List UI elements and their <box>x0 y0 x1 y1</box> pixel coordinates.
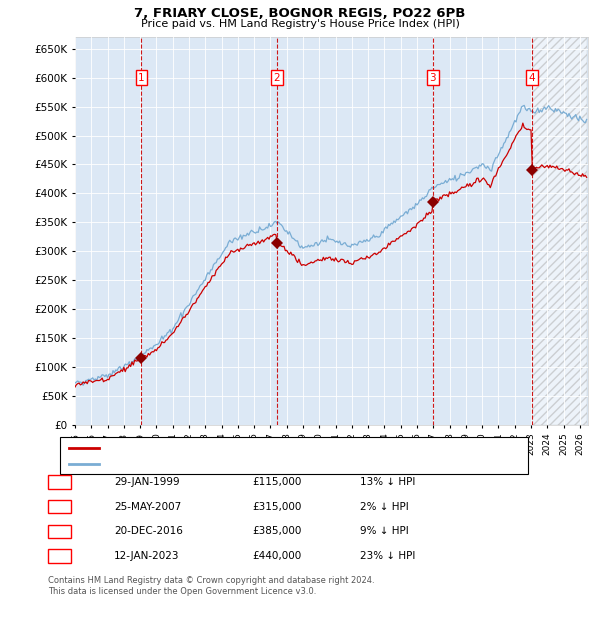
Text: 4: 4 <box>529 73 535 83</box>
Text: 7, FRIARY CLOSE, BOGNOR REGIS, PO22 6PB: 7, FRIARY CLOSE, BOGNOR REGIS, PO22 6PB <box>134 7 466 20</box>
Text: £115,000: £115,000 <box>252 477 301 487</box>
Text: 1: 1 <box>56 477 63 487</box>
Text: 2: 2 <box>56 502 63 512</box>
Text: HPI: Average price, detached house, Arun: HPI: Average price, detached house, Arun <box>105 459 309 469</box>
Text: 7, FRIARY CLOSE, BOGNOR REGIS, PO22 6PB (detached house): 7, FRIARY CLOSE, BOGNOR REGIS, PO22 6PB … <box>105 443 413 453</box>
Text: 2% ↓ HPI: 2% ↓ HPI <box>360 502 409 512</box>
Text: 3: 3 <box>56 526 63 536</box>
Text: Contains HM Land Registry data © Crown copyright and database right 2024.: Contains HM Land Registry data © Crown c… <box>48 576 374 585</box>
Text: This data is licensed under the Open Government Licence v3.0.: This data is licensed under the Open Gov… <box>48 587 316 596</box>
Text: 3: 3 <box>430 73 436 83</box>
Text: 29-JAN-1999: 29-JAN-1999 <box>114 477 179 487</box>
Text: 2: 2 <box>274 73 280 83</box>
Text: £440,000: £440,000 <box>252 551 301 561</box>
Text: Price paid vs. HM Land Registry's House Price Index (HPI): Price paid vs. HM Land Registry's House … <box>140 19 460 29</box>
Text: 12-JAN-2023: 12-JAN-2023 <box>114 551 179 561</box>
Text: £315,000: £315,000 <box>252 502 301 512</box>
Text: 9% ↓ HPI: 9% ↓ HPI <box>360 526 409 536</box>
Text: 13% ↓ HPI: 13% ↓ HPI <box>360 477 415 487</box>
Text: 4: 4 <box>56 551 63 561</box>
Text: 23% ↓ HPI: 23% ↓ HPI <box>360 551 415 561</box>
Text: 20-DEC-2016: 20-DEC-2016 <box>114 526 183 536</box>
Text: £385,000: £385,000 <box>252 526 301 536</box>
Text: 1: 1 <box>138 73 145 83</box>
Text: 25-MAY-2007: 25-MAY-2007 <box>114 502 181 512</box>
